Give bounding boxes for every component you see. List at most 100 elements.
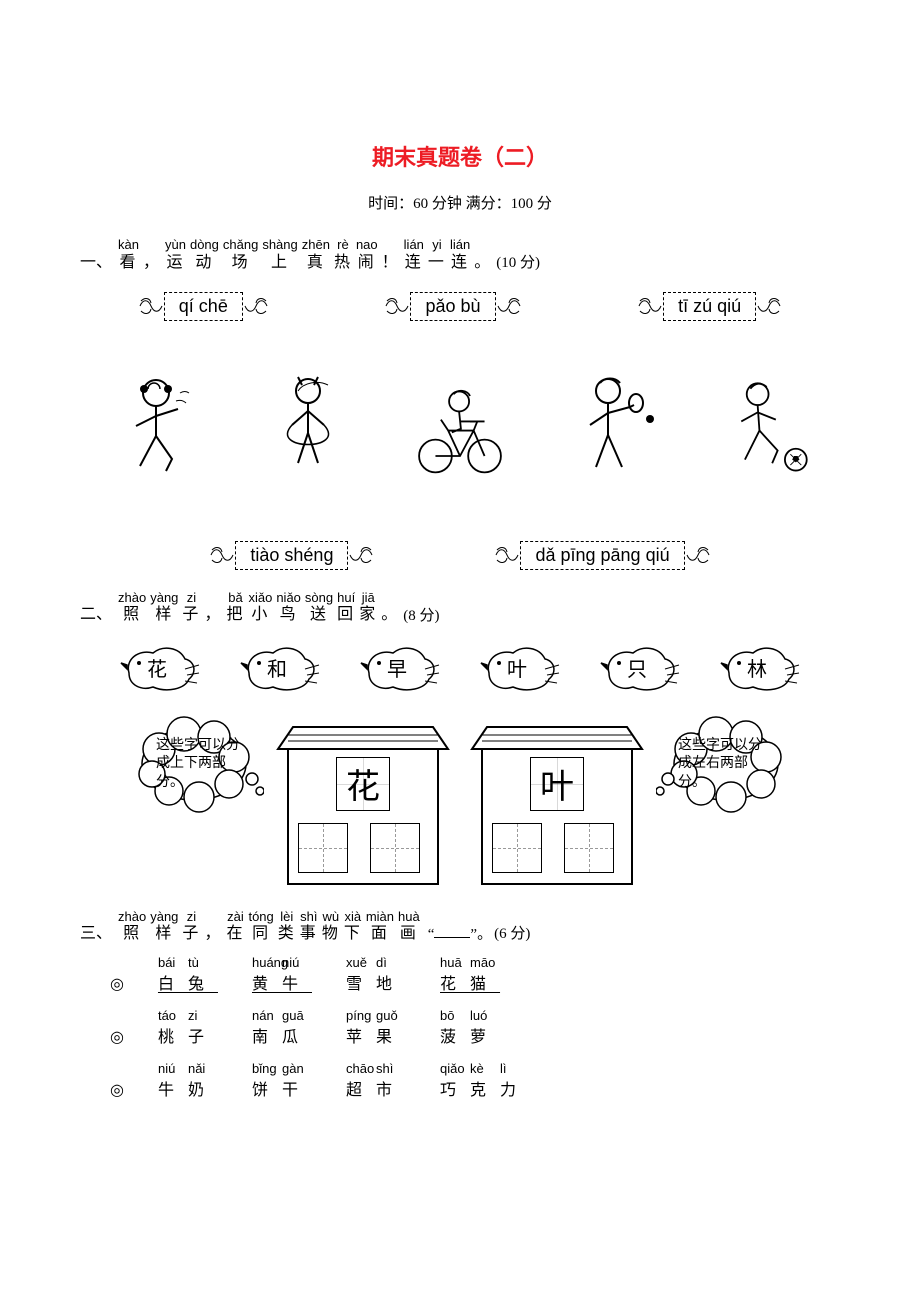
- ruby-word: 。: [381, 590, 399, 625]
- figure-running: [106, 371, 206, 481]
- q1-top-labels: qí chē pǎo bù tī zú qiú: [80, 292, 840, 321]
- q2-prefix: 二、: [80, 605, 112, 624]
- grid-box: [298, 823, 348, 873]
- pinyin-label: qí chē: [138, 292, 269, 321]
- flourish-icon: [348, 544, 374, 566]
- bird-char: 花: [147, 653, 167, 682]
- cloud-left: 这些字可以分成上下两部分。: [134, 709, 264, 829]
- label-text: tiào shéng: [235, 541, 348, 570]
- flourish-icon: [138, 295, 164, 317]
- bird-char: 早: [387, 653, 407, 682]
- bird-icon: 和: [239, 639, 321, 697]
- bird-icon: 早: [359, 639, 441, 697]
- row-marker: ◎: [110, 1028, 124, 1047]
- q3-item: huāmāo花猫: [440, 955, 500, 994]
- q3-row: ◎ báitù白兔 huángniú黄牛 xuědì雪地 huāmāo花猫: [110, 955, 840, 994]
- q3-item: xuědì雪地: [346, 955, 406, 994]
- bird-char: 叶: [507, 653, 527, 682]
- q3-item: huángniú黄牛: [252, 955, 312, 994]
- q1-bottom-labels: tiào shéng dǎ pīng pāng qiú: [80, 541, 840, 570]
- house-right: 叶: [462, 709, 652, 889]
- grid-box: [492, 823, 542, 873]
- ruby-word: bǎ把: [226, 590, 244, 625]
- row-marker: ◎: [110, 975, 124, 994]
- ruby-word: tóng同: [248, 909, 273, 944]
- q1-prefix: 一、: [80, 253, 112, 272]
- q2-birds: 花 和 早 叶 只 林: [100, 639, 820, 697]
- ruby-word: zi子: [182, 909, 200, 944]
- cloud-left-text: 这些字可以分成上下两部分。: [156, 737, 244, 794]
- bird-icon: 花: [119, 639, 201, 697]
- flourish-icon: [685, 544, 711, 566]
- q2-points: (8 分): [403, 607, 439, 625]
- label-text: qí chē: [164, 292, 243, 321]
- q3-item: niúnǎi牛奶: [158, 1061, 218, 1100]
- flourish-icon: [756, 295, 782, 317]
- grid-box: [564, 823, 614, 873]
- ruby-word: zài在: [226, 909, 244, 944]
- house-left: 花: [268, 709, 458, 889]
- ruby-word: wù物: [322, 909, 340, 944]
- figure-jump-rope: [258, 371, 358, 481]
- q3-item: nánguā南瓜: [252, 1008, 312, 1047]
- q3-row: ◎táozi桃子nánguā南瓜píngguǒ苹果bōluó菠萝: [110, 1008, 840, 1047]
- pinyin-label: tiào shéng: [209, 541, 374, 570]
- subtitle: 时间：60 分钟 满分：100 分: [80, 192, 840, 213]
- q3-item: qiǎokèlì巧克力: [440, 1061, 530, 1100]
- ruby-word: niǎo鸟: [276, 590, 301, 625]
- ruby-word: dòng动: [190, 237, 219, 272]
- ruby-word: 。: [474, 237, 492, 272]
- q3-item: bǐnggàn饼干: [252, 1061, 312, 1100]
- q3-row: ◎ niúnǎi牛奶 bǐnggàn饼干 chāoshì超市 qiǎokèlì巧克力: [110, 1061, 840, 1100]
- ruby-word: jiā家: [359, 590, 377, 625]
- q3-header: 三、 zhào照yàng样zi子 ，zài在tóng同 lèi类shì事wù物xi…: [80, 909, 840, 944]
- flourish-icon: [243, 295, 269, 317]
- house-left-char: 花: [336, 757, 390, 811]
- bird-char: 林: [747, 653, 767, 682]
- q3-item: chāoshì超市: [346, 1061, 406, 1100]
- ruby-word: ，: [204, 909, 222, 944]
- q3-prefix: 三、: [80, 924, 112, 943]
- house-right-char: 叶: [530, 757, 584, 811]
- q3-tail: “”。: [428, 925, 492, 944]
- cloud-right: 这些字可以分成左右两部分。: [656, 709, 786, 829]
- q2-houses: 这些字可以分成上下两部分。 花: [80, 709, 840, 889]
- flourish-icon: [384, 295, 410, 317]
- q3-rows: ◎ báitù白兔 huángniú黄牛 xuědì雪地 huāmāo花猫 ◎ táozi桃…: [110, 955, 840, 1100]
- bird-icon: 林: [719, 639, 801, 697]
- ruby-word: zhào照: [118, 909, 146, 944]
- ruby-word: shì事: [300, 909, 318, 944]
- figure-cycling: [410, 371, 510, 481]
- ruby-word: rè热: [334, 237, 352, 272]
- page-title: 期末真题卷（二）: [80, 140, 840, 172]
- q1-points: (10 分): [496, 254, 540, 272]
- pinyin-label: tī zú qiú: [637, 292, 782, 321]
- q1-figures: [80, 361, 840, 481]
- bird-char: 和: [267, 653, 287, 682]
- pinyin-label: pǎo bù: [384, 292, 521, 321]
- ruby-word: yàng样: [150, 909, 178, 944]
- ruby-word: huí回: [337, 590, 355, 625]
- ruby-word: lián连: [404, 237, 424, 272]
- bird-icon: 叶: [479, 639, 561, 697]
- flourish-icon: [494, 544, 520, 566]
- grid-box: [370, 823, 420, 873]
- flourish-icon: [496, 295, 522, 317]
- cloud-right-text: 这些字可以分成左右两部分。: [678, 737, 766, 794]
- q3-item: báitù白兔: [158, 955, 218, 994]
- bird-char: 只: [627, 653, 647, 682]
- ruby-word: yùn运: [165, 237, 186, 272]
- ruby-word: xià下: [344, 909, 362, 944]
- ruby-word: sòng送: [305, 590, 333, 625]
- ruby-word: lèi类: [278, 909, 296, 944]
- q1-header: 一、 kàn看 ，yùn运dòng动chǎng场shàng上zhēn真rè热na…: [80, 237, 840, 272]
- bird-icon: 只: [599, 639, 681, 697]
- q3-item: táozi桃子: [158, 1008, 218, 1047]
- ruby-word: ，: [143, 237, 161, 272]
- ruby-word: ，: [204, 590, 222, 625]
- q3-points: (6 分): [494, 925, 530, 943]
- label-text: tī zú qiú: [663, 292, 756, 321]
- figure-ping-pong: [562, 371, 662, 481]
- ruby-word: yàng样: [150, 590, 178, 625]
- row-marker: ◎: [110, 1081, 124, 1100]
